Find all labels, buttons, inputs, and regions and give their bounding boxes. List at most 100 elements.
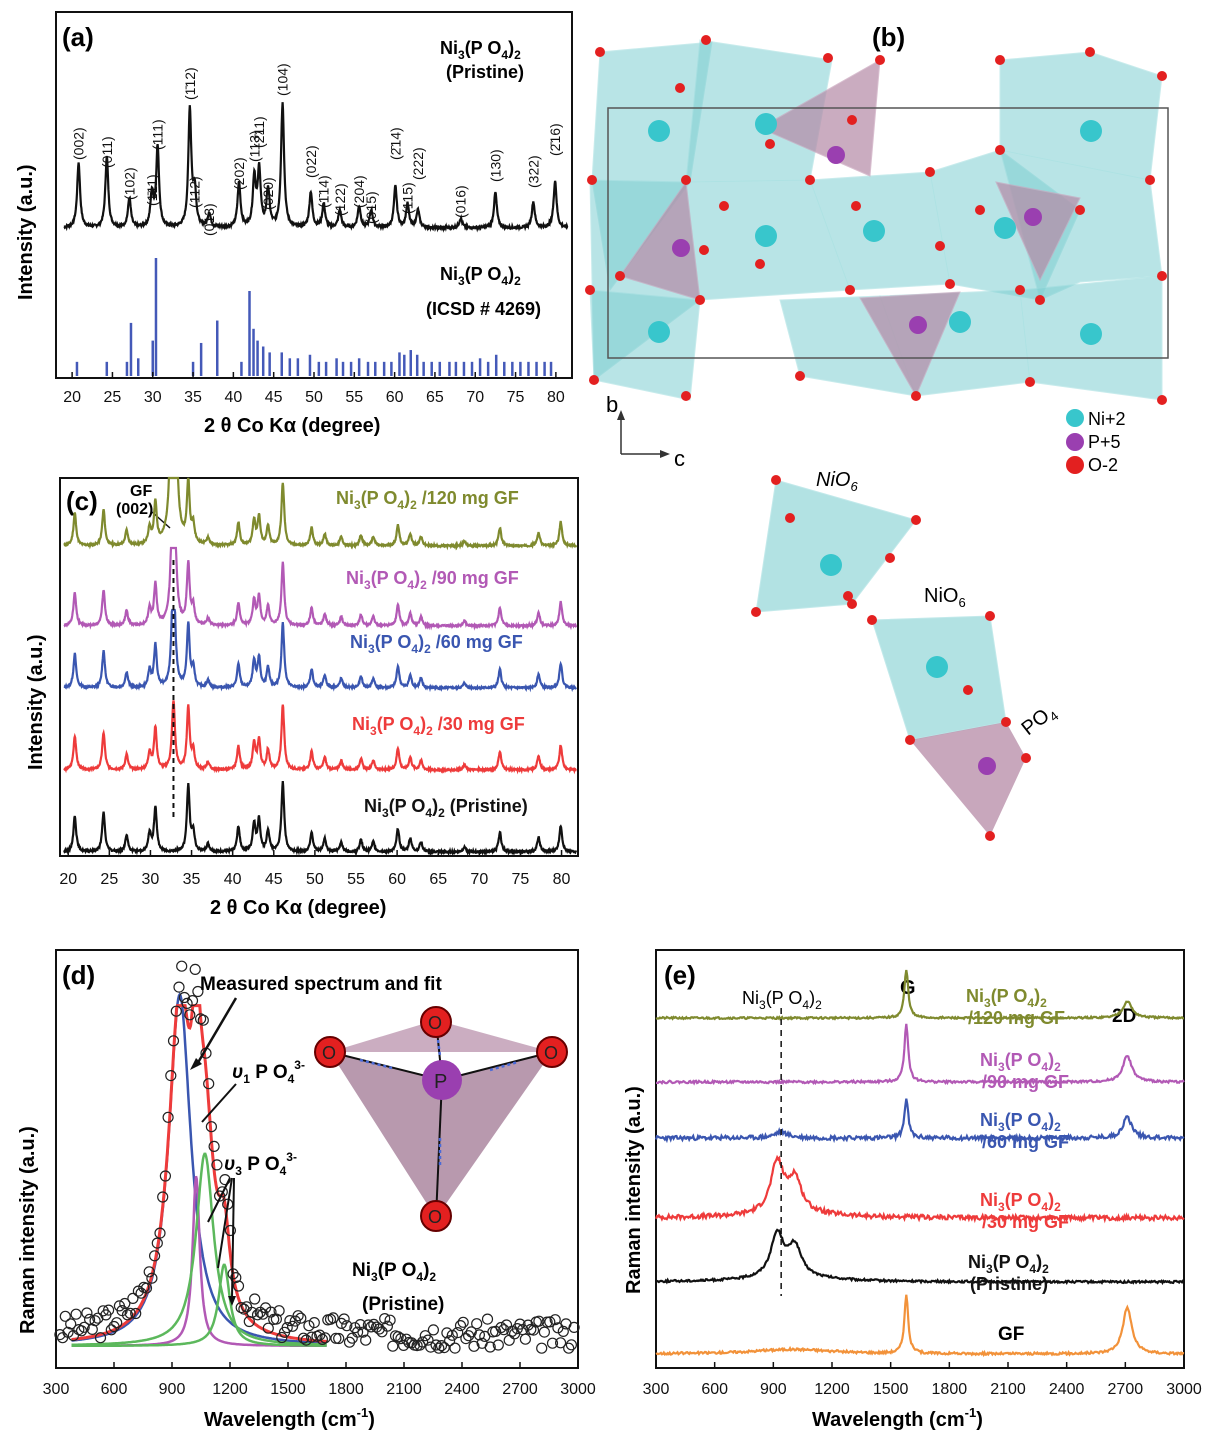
axis-c-label: c — [674, 446, 685, 471]
panel-b-label: (b) — [872, 22, 905, 52]
measured-point — [151, 1237, 163, 1249]
raman-line — [654, 1154, 1185, 1224]
o-atom — [1157, 71, 1167, 81]
panel-d-ylabel: Raman intensity (a.u.) — [17, 1126, 39, 1334]
measured-point — [197, 1014, 209, 1026]
x-tick-label: 2700 — [1108, 1381, 1144, 1398]
o-atom — [995, 145, 1005, 155]
gf-index-label: (002) — [116, 501, 153, 518]
o-atom — [1157, 271, 1167, 281]
measured-point — [94, 1332, 107, 1344]
measured-point — [354, 1318, 366, 1331]
peak-label: (202) — [231, 157, 247, 190]
o-atom — [1025, 377, 1035, 387]
measured-point — [549, 1314, 561, 1326]
measured-point — [208, 1140, 220, 1153]
x-tick-label: 70 — [470, 871, 488, 888]
x-tick-label: 60 — [388, 871, 406, 888]
xrd-line — [63, 546, 578, 631]
x-tick-label: 50 — [305, 389, 323, 406]
o-atom — [681, 175, 691, 185]
atom-p-label: P — [434, 1071, 447, 1093]
measured-point — [262, 1322, 274, 1334]
o-atom — [867, 615, 877, 625]
peak-label: (016) — [453, 185, 469, 218]
x-tick-label: 900 — [159, 1381, 186, 1398]
measured-point — [406, 1337, 418, 1349]
peak-label: (002) — [71, 127, 87, 160]
measured-point — [184, 1009, 196, 1021]
x-tick-label: 2700 — [502, 1381, 538, 1398]
x-tick-label: 2100 — [386, 1381, 422, 1398]
ni-atom — [820, 554, 842, 576]
o-atom — [701, 35, 711, 45]
x-tick-label: 55 — [345, 389, 363, 406]
x-tick-label: 20 — [59, 871, 77, 888]
measured-point — [360, 1334, 372, 1346]
o-atom — [847, 599, 857, 609]
measured-point — [251, 1309, 264, 1321]
p-atom — [978, 757, 996, 775]
measured-point — [59, 1310, 71, 1322]
panel-a-pristine-label-2: (Pristine) — [446, 62, 524, 82]
peak-label: (104) — [275, 63, 291, 96]
panel-a-label: (a) — [62, 22, 94, 52]
panel-d-plot — [54, 960, 580, 1354]
o-atom — [963, 685, 973, 695]
p-atom — [909, 316, 927, 334]
o-atom — [675, 83, 685, 93]
svg-text:O: O — [322, 1043, 336, 1063]
measured-point — [468, 1340, 480, 1352]
peak-label: (222) — [410, 147, 426, 180]
measured-point — [303, 1320, 315, 1332]
ni-atom — [755, 225, 777, 247]
measured-point — [232, 1280, 245, 1292]
measured-annotation: Measured spectrum and fit — [200, 974, 442, 995]
measured-point — [178, 991, 190, 1004]
measured-point — [465, 1326, 477, 1338]
measured-point — [514, 1318, 526, 1330]
measured-point — [527, 1324, 540, 1336]
measured-point — [414, 1339, 426, 1351]
measured-point — [533, 1315, 545, 1327]
measured-point — [146, 1272, 158, 1284]
measured-point — [249, 1293, 261, 1305]
measured-point — [56, 1332, 69, 1344]
series-label: Ni3(P O4)2 /30 mg GF — [352, 714, 525, 738]
measured-point — [454, 1319, 467, 1332]
o-atom — [1085, 47, 1095, 57]
o-atom — [795, 371, 805, 381]
measured-point — [54, 1328, 66, 1341]
o-atom — [843, 591, 853, 601]
series-label: Ni3(P O4)2 /60 mg GF — [350, 632, 523, 656]
o-atom — [755, 259, 765, 269]
series-label-line2: /90 mg GF — [982, 1072, 1069, 1092]
measured-point — [111, 1317, 123, 1329]
measured-point — [568, 1321, 580, 1334]
o-atom — [911, 515, 921, 525]
measured-point — [338, 1313, 350, 1325]
measured-point — [441, 1327, 453, 1339]
axis-indicator: b c — [606, 392, 685, 471]
measured-point — [565, 1339, 578, 1351]
o-atom — [751, 607, 761, 617]
measured-point — [165, 1069, 177, 1082]
measured-point — [444, 1335, 456, 1347]
po4-tetrahedron — [995, 181, 1081, 282]
o-atom — [1021, 753, 1031, 763]
x-tick-label: 70 — [466, 389, 484, 406]
x-tick-label: 1800 — [932, 1381, 968, 1398]
measured-point — [384, 1314, 396, 1326]
o-atom — [719, 201, 729, 211]
panel-d-sample-label-2: (Pristine) — [362, 1294, 444, 1315]
panel-d-x-ticks: 300 600 900 1200 1500 1800 2100 2400 2700 3000 — [43, 1362, 596, 1398]
measured-point — [449, 1342, 461, 1354]
measured-point — [492, 1339, 504, 1351]
ni-atom — [1080, 120, 1102, 142]
measured-point — [300, 1334, 312, 1346]
series-label: Ni3(P O4)2 — [980, 1050, 1061, 1074]
x-tick-label: 30 — [142, 871, 160, 888]
o-atom — [585, 285, 595, 295]
o-atom — [995, 55, 1005, 65]
peak-label: (2̄11) — [251, 116, 267, 148]
